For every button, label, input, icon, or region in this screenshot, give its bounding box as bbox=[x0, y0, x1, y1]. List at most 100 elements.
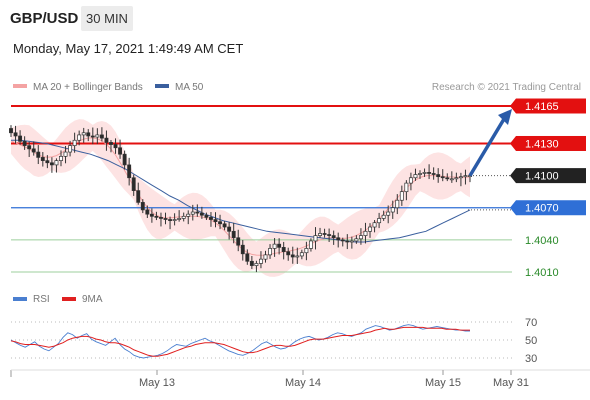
candle-body bbox=[381, 214, 386, 219]
candle-body bbox=[81, 132, 86, 136]
candle-body bbox=[131, 177, 136, 191]
candle-body bbox=[181, 215, 186, 219]
level-tag-1-4165 bbox=[516, 98, 586, 114]
candle-body bbox=[136, 190, 141, 203]
candle-body bbox=[440, 176, 445, 179]
level-tag-pointer-1-4070 bbox=[510, 200, 516, 216]
candle-body bbox=[372, 222, 377, 228]
candle-body bbox=[349, 240, 354, 243]
candle-body bbox=[213, 219, 218, 223]
projection-arrow-head bbox=[498, 109, 512, 125]
candle-body bbox=[240, 244, 245, 255]
candle-body bbox=[268, 248, 272, 256]
candle-body bbox=[99, 134, 104, 139]
candle-body bbox=[259, 258, 263, 264]
x-tick-label: May 15 bbox=[425, 377, 461, 389]
candle-body bbox=[340, 239, 345, 242]
rsi-line bbox=[10, 324, 470, 359]
candle-body bbox=[149, 213, 154, 217]
ma50-legend-label: MA 50 bbox=[175, 82, 204, 93]
candle-body bbox=[77, 134, 82, 141]
candle-body bbox=[45, 160, 50, 164]
candle-body bbox=[322, 233, 327, 235]
candle-body bbox=[231, 230, 236, 239]
candle-body bbox=[145, 209, 150, 215]
candle-body bbox=[395, 199, 400, 209]
candle-body bbox=[86, 132, 91, 137]
candle-body bbox=[54, 160, 59, 166]
copyright-text: Research © 2021 Trading Central bbox=[432, 82, 581, 93]
candle-body bbox=[18, 135, 23, 142]
ma50-line bbox=[11, 139, 471, 243]
x-tick-label: May 14 bbox=[285, 377, 321, 389]
rsi-legend-label: RSI bbox=[33, 294, 50, 305]
level-label-1-4100: 1.4100 bbox=[525, 171, 559, 183]
candle-body bbox=[390, 207, 395, 213]
candle-body bbox=[122, 153, 127, 166]
level-tag-1-4130 bbox=[516, 135, 586, 151]
candle-body bbox=[422, 172, 427, 174]
candle-body bbox=[236, 237, 241, 246]
support-label-1-4040: 1.4040 bbox=[525, 235, 559, 247]
candle-body bbox=[295, 255, 300, 258]
candle-body bbox=[331, 235, 336, 239]
candle-body bbox=[245, 253, 250, 262]
candle-body bbox=[163, 218, 168, 220]
candle-body bbox=[313, 235, 318, 242]
candle-body bbox=[327, 234, 332, 236]
candle-body bbox=[299, 252, 304, 257]
candle-body bbox=[386, 211, 391, 216]
level-label-1-4070: 1.4070 bbox=[525, 203, 559, 215]
candle-body bbox=[345, 240, 350, 243]
candle-body bbox=[177, 218, 182, 220]
candle-body bbox=[59, 155, 63, 161]
candle-body bbox=[304, 248, 309, 254]
ma20-legend-label: MA 20 + Bollinger Bands bbox=[33, 82, 143, 93]
candle-body bbox=[436, 174, 441, 178]
candle-body bbox=[227, 226, 232, 232]
candle-body bbox=[90, 135, 95, 138]
timestamp: Monday, May 17, 2021 1:49:49 AM CET bbox=[13, 41, 244, 56]
candle-body bbox=[199, 212, 204, 216]
candle-body bbox=[49, 162, 54, 166]
x-tick-label: May 31 bbox=[493, 377, 529, 389]
candle-body bbox=[9, 128, 13, 134]
candle-body bbox=[172, 219, 177, 221]
candle-body bbox=[399, 191, 404, 201]
projection-arrow-shaft bbox=[468, 118, 506, 177]
candle-body bbox=[209, 217, 213, 220]
candle-body bbox=[168, 219, 173, 221]
ma20-legend-swatch bbox=[13, 84, 27, 88]
candle-body bbox=[368, 226, 372, 232]
candle-body bbox=[36, 151, 41, 158]
candle-body bbox=[113, 144, 118, 149]
ma50-legend-swatch bbox=[155, 84, 169, 88]
rsi-ma-line bbox=[10, 326, 470, 357]
rsi-ma-legend-label: 9MA bbox=[82, 294, 103, 305]
candle-body bbox=[281, 247, 286, 253]
candle-body bbox=[308, 240, 313, 249]
symbol-title: GBP/USD bbox=[10, 10, 79, 27]
candle-body bbox=[154, 215, 159, 218]
x-tick-label: May 13 bbox=[139, 377, 175, 389]
candle-body bbox=[140, 202, 145, 211]
candle-body bbox=[13, 132, 18, 137]
candle-body bbox=[63, 151, 68, 157]
candle-body bbox=[222, 223, 227, 228]
level-label-1-4130: 1.4130 bbox=[525, 138, 559, 150]
candle-body bbox=[190, 211, 195, 215]
rsi-tick-30: 30 bbox=[525, 353, 537, 365]
candle-body bbox=[218, 221, 222, 225]
candle-body bbox=[40, 157, 45, 161]
candle-body bbox=[204, 214, 209, 218]
candle-body bbox=[290, 254, 295, 258]
candle-body bbox=[68, 145, 73, 153]
candle-body bbox=[127, 164, 132, 179]
candle-body bbox=[31, 148, 36, 153]
candle-body bbox=[286, 251, 291, 256]
candle-body bbox=[263, 254, 268, 260]
candle-body bbox=[272, 243, 277, 249]
timeframe-button[interactable]: 30 MIN bbox=[81, 6, 133, 31]
candle-body bbox=[363, 230, 368, 236]
